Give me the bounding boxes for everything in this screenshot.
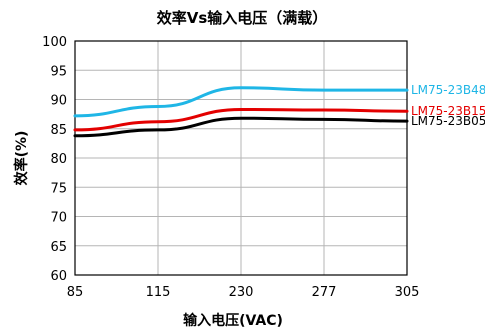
y-tick-label: 75 [50,181,67,196]
y-tick-label: 100 [42,35,67,50]
series-line [73,116,409,138]
grid [74,40,408,276]
chart-title: 效率Vs输入电压（满载） [157,9,328,27]
legend-entry: LM75-23B48 [411,83,485,97]
x-tick-label: 85 [67,285,84,300]
y-tick-label: 90 [50,94,67,109]
y-tick-label: 80 [50,152,67,167]
x-tick-label: 277 [312,285,337,300]
series-lines [73,86,409,138]
legend-entry: LM75-23B15 [411,104,485,118]
y-tick-label: 65 [50,240,67,255]
legend-entry: LM75-23B05 [411,114,485,128]
plot-area [74,40,408,276]
x-tick-label: 115 [146,285,171,300]
x-tick-label: 230 [229,285,254,300]
series-line [73,86,409,118]
y-tick-label: 60 [50,269,67,284]
y-tick-label: 70 [50,211,67,226]
series-line [73,107,409,132]
y-tick-label: 85 [50,123,67,138]
x-tick-label: 305 [395,285,420,300]
x-axis-label: 输入电压(VAC) [183,312,283,328]
y-tick-labels: 60 65 70 75 80 85 90 95 100 [42,35,67,284]
y-tick-label: 95 [50,64,67,79]
x-tick-labels: 85 115 230 277 305 [67,285,420,300]
y-axis-label: 效率(%) [13,131,30,186]
